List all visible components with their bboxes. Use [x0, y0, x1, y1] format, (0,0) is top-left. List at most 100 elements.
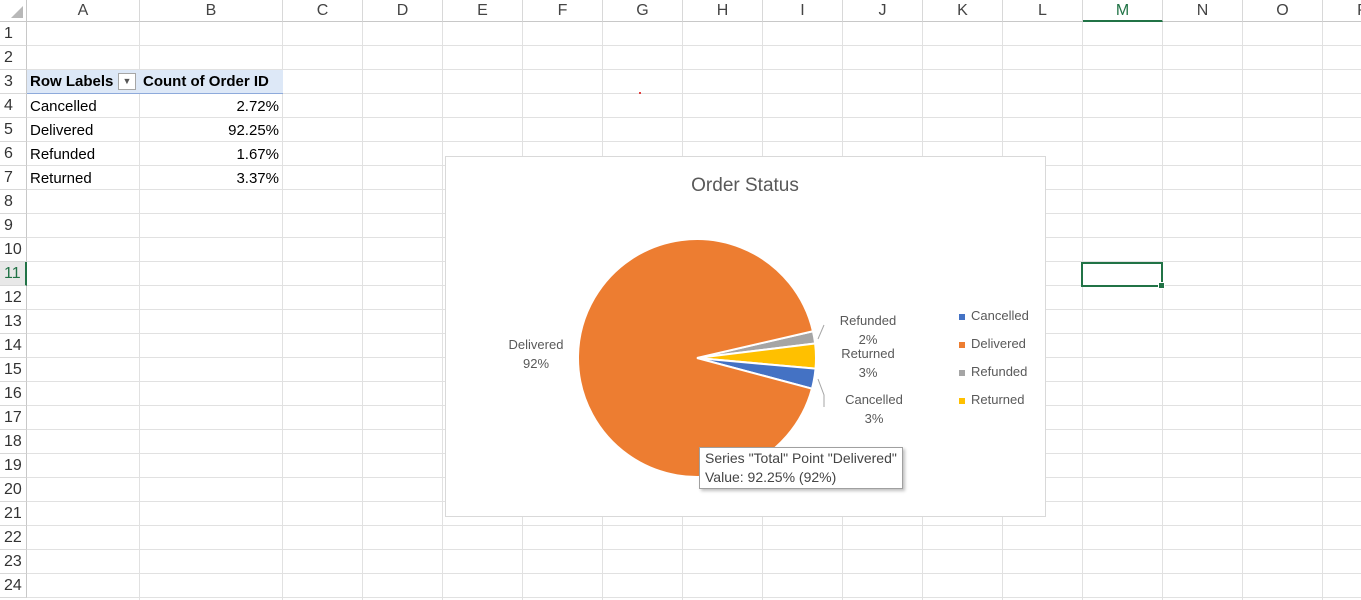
column-header[interactable]: N [1163, 0, 1243, 22]
chart-title[interactable]: Order Status [691, 175, 799, 196]
gridline-horizontal [27, 549, 1361, 550]
pivot-row-label[interactable]: Delivered [30, 122, 94, 139]
column-header[interactable]: I [763, 0, 843, 22]
legend-swatch [959, 341, 965, 348]
legend-swatch [959, 397, 965, 404]
row-header[interactable]: 20 [0, 478, 27, 502]
row-header[interactable]: 1 [0, 22, 27, 46]
column-header[interactable]: D [363, 0, 443, 22]
pivot-header-count-text: Count of Order ID [143, 73, 269, 90]
row-header[interactable]: 7 [0, 166, 27, 190]
pivot-header-count[interactable]: Count of Order ID [140, 70, 283, 94]
column-header[interactable]: A [27, 0, 140, 22]
column-header[interactable]: B [140, 0, 283, 22]
row-header[interactable]: 21 [0, 502, 27, 526]
leader-line-refunded [817, 324, 825, 340]
active-cell-selection[interactable] [1081, 262, 1165, 289]
column-header[interactable]: M [1083, 0, 1163, 22]
column-header[interactable]: O [1243, 0, 1323, 22]
row-header[interactable]: 11 [0, 262, 27, 286]
gridline-horizontal [27, 597, 1361, 598]
gridline-vertical [1162, 22, 1163, 600]
gridline-vertical [1242, 22, 1243, 600]
legend-entry-cancelled[interactable]: Cancelled [959, 308, 1029, 323]
legend-label: Returned [971, 392, 1025, 407]
row-header[interactable]: 4 [0, 94, 27, 118]
row-header[interactable]: 19 [0, 454, 27, 478]
pivot-row-value[interactable]: 92.25% [228, 122, 279, 139]
row-header[interactable]: 15 [0, 358, 27, 382]
legend-entry-returned[interactable]: Returned [959, 392, 1024, 407]
row-header[interactable]: 14 [0, 334, 27, 358]
pivot-row-label[interactable]: Refunded [30, 146, 96, 163]
pivot-row-value[interactable]: 3.37% [236, 170, 279, 187]
column-header[interactable]: F [523, 0, 603, 22]
row-header[interactable]: 9 [0, 214, 27, 238]
row-header[interactable]: 10 [0, 238, 27, 262]
gridline-horizontal [27, 69, 1361, 70]
gridline-vertical [442, 22, 443, 600]
gridline-horizontal [27, 93, 1361, 94]
select-all-corner[interactable] [0, 0, 27, 22]
stray-mark [639, 92, 641, 94]
gridline-horizontal [27, 525, 1361, 526]
data-label-name[interactable]: Delivered [509, 337, 564, 352]
row-header[interactable]: 8 [0, 190, 27, 214]
gridline-horizontal [27, 117, 1361, 118]
data-label-percent[interactable]: 3% [859, 365, 878, 380]
gridline-horizontal [27, 573, 1361, 574]
legend-label: Delivered [971, 336, 1026, 351]
data-label-name[interactable]: Cancelled [845, 392, 903, 407]
column-header[interactable]: G [603, 0, 683, 22]
gridline-vertical [1082, 22, 1083, 600]
row-header[interactable]: 16 [0, 382, 27, 406]
column-header[interactable]: E [443, 0, 523, 22]
column-header[interactable]: K [923, 0, 1003, 22]
data-label-percent[interactable]: 92% [523, 356, 549, 371]
row-header[interactable]: 22 [0, 526, 27, 550]
legend-label: Refunded [971, 364, 1028, 379]
tooltip-line-1: Series "Total" Point "Delivered" [705, 450, 897, 466]
column-header[interactable]: L [1003, 0, 1083, 22]
gridline-horizontal [27, 141, 1361, 142]
row-header[interactable]: 2 [0, 46, 27, 70]
row-header[interactable]: 24 [0, 574, 27, 598]
leader-line-cancelled [817, 378, 825, 407]
legend-entry-delivered[interactable]: Delivered [959, 336, 1026, 351]
data-label-name[interactable]: Refunded [840, 313, 896, 328]
row-header[interactable]: 17 [0, 406, 27, 430]
pivot-row-label[interactable]: Returned [30, 170, 92, 187]
gridline-vertical [139, 22, 140, 600]
legend-swatch [959, 369, 965, 376]
column-header[interactable]: J [843, 0, 923, 22]
column-header[interactable]: P [1323, 0, 1361, 22]
row-labels-filter-button[interactable]: ▼ [118, 73, 136, 90]
column-header[interactable]: C [283, 0, 363, 22]
pivot-row-value[interactable]: 1.67% [236, 146, 279, 163]
tooltip-line-2: Value: 92.25% (92%) [705, 469, 837, 485]
gridline-vertical [282, 22, 283, 600]
row-header[interactable]: 5 [0, 118, 27, 142]
legend-swatch [959, 313, 965, 320]
pivot-header-row-labels-text: Row Labels [30, 73, 114, 90]
data-label-percent[interactable]: 2% [859, 332, 878, 347]
legend-entry-refunded[interactable]: Refunded [959, 364, 1027, 379]
legend-label: Cancelled [971, 308, 1029, 323]
row-header[interactable]: 12 [0, 286, 27, 310]
row-header[interactable]: 3 [0, 70, 27, 94]
row-header[interactable]: 23 [0, 550, 27, 574]
pivot-row-value[interactable]: 2.72% [236, 98, 279, 115]
chart-tooltip: Series "Total" Point "Delivered" Value: … [699, 447, 903, 489]
pie-chart-canvas[interactable]: Order Status Cancelled 3% Delivered 92% Refu… [446, 157, 1045, 516]
data-label-percent[interactable]: 3% [865, 411, 884, 426]
dropdown-arrow-icon: ▼ [122, 76, 132, 86]
pivot-row-label[interactable]: Cancelled [30, 98, 97, 115]
row-header[interactable]: 18 [0, 430, 27, 454]
column-header[interactable]: H [683, 0, 763, 22]
pie-chart[interactable]: Order Status Cancelled 3% Delivered 92% Refu… [445, 156, 1046, 517]
data-label-name[interactable]: Returned [841, 346, 894, 361]
gridline-vertical [1322, 22, 1323, 600]
row-header[interactable]: 13 [0, 310, 27, 334]
row-header[interactable]: 6 [0, 142, 27, 166]
